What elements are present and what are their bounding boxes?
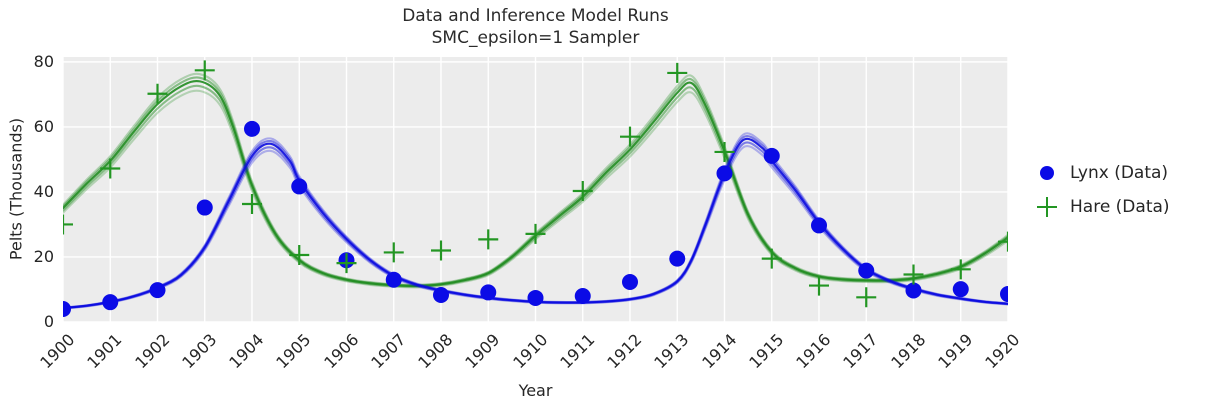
legend-label-hare: Hare (Data) xyxy=(1070,197,1170,217)
lynx-data-point xyxy=(669,250,686,267)
legend-item-hare: Hare (Data) xyxy=(1030,190,1170,224)
plot-canvas xyxy=(63,57,1008,322)
lynx-data-point xyxy=(433,287,449,304)
lynx-data-point xyxy=(196,199,213,216)
lynx-circle-marker-icon xyxy=(1040,166,1054,180)
lynx-model-run-line xyxy=(63,135,1008,309)
hare-data-point xyxy=(63,214,73,235)
lynx-data-point xyxy=(480,284,497,301)
hare-data-point xyxy=(856,287,877,308)
y-axis-label: Pelts (Thousands) xyxy=(6,117,26,261)
y-tick-label: 80 xyxy=(33,51,54,71)
chart-title: Data and Inference Model Runs xyxy=(402,6,669,26)
lynx-data-point xyxy=(1000,286,1008,303)
lynx-data-point xyxy=(858,262,875,279)
lynx-data-point xyxy=(385,271,402,288)
hare-data-point xyxy=(714,141,735,162)
hare-data-point xyxy=(242,193,262,214)
lynx-data-point xyxy=(574,287,591,304)
hare-data-point xyxy=(525,223,546,244)
hare-data-point xyxy=(336,253,357,274)
hare-data-point xyxy=(950,259,971,280)
hare-data-point xyxy=(667,62,688,83)
lynx-data-point xyxy=(952,281,969,298)
hare-data-point xyxy=(620,126,640,147)
hare-data-point xyxy=(147,83,168,104)
chart-subtitle: SMC_epsilon=1 Sampler xyxy=(431,28,640,48)
hare-data-point xyxy=(761,248,782,269)
hare-data-point xyxy=(289,245,310,266)
legend: Lynx (Data) Hare (Data) xyxy=(1030,156,1170,224)
hare-data-point xyxy=(194,60,215,81)
hare-data-point xyxy=(478,229,499,250)
lynx-data-point xyxy=(291,178,308,195)
hare-data-point xyxy=(903,264,924,285)
legend-item-lynx: Lynx (Data) xyxy=(1030,156,1170,190)
y-tick-label: 60 xyxy=(33,116,54,136)
hare-data-point xyxy=(100,158,121,179)
lynx-data-point xyxy=(763,147,780,164)
hare-data-point xyxy=(383,242,404,263)
lynx-data-point xyxy=(102,294,119,311)
lynx-data-point xyxy=(244,120,260,137)
hare-plus-marker-icon xyxy=(1037,197,1057,217)
y-tick-label: 40 xyxy=(33,181,54,201)
lynx-model-run-line xyxy=(63,132,1008,309)
hare-data-point xyxy=(809,275,829,296)
x-axis-label: Year xyxy=(518,381,553,400)
hare-data-point xyxy=(998,231,1008,252)
lynx-data-point xyxy=(527,289,544,306)
lynx-data-point xyxy=(63,300,71,317)
lynx-data-point xyxy=(149,282,166,299)
y-tick-label: 20 xyxy=(33,246,54,266)
lynx-data-point xyxy=(716,165,733,182)
plot-area xyxy=(63,57,1008,322)
hare-data-point xyxy=(572,180,593,201)
hare-data-point xyxy=(431,240,451,261)
lynx-data-point xyxy=(905,282,922,299)
lynx-data-point xyxy=(622,274,638,291)
legend-label-lynx: Lynx (Data) xyxy=(1070,163,1169,183)
y-tick-label: 0 xyxy=(43,312,54,331)
lynx-data-point xyxy=(811,217,827,234)
